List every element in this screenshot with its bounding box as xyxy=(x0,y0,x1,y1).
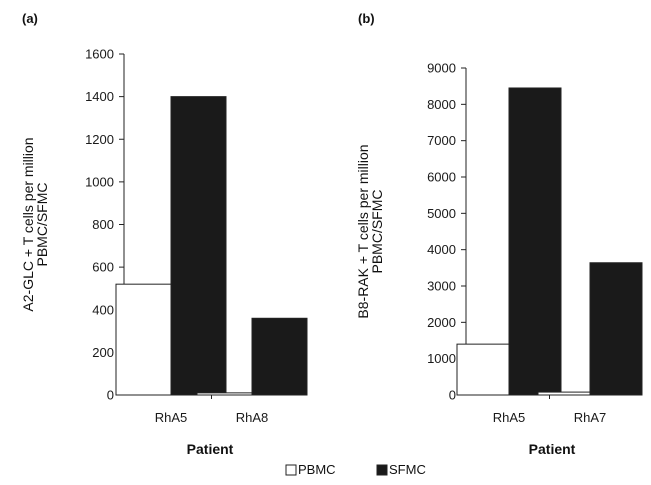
y-tick-label: 200 xyxy=(92,345,114,360)
bar-pbmc-rha5 xyxy=(456,343,510,396)
y-tick-label: 8000 xyxy=(427,97,456,112)
x-axis-label: Patient xyxy=(187,441,234,457)
panel-label-a: (a) xyxy=(22,11,38,26)
y-tick-label: 1000 xyxy=(427,351,456,366)
y-axis-label-line2: PBMC/SFMC xyxy=(34,183,50,267)
y-tick-label: 9000 xyxy=(427,61,456,76)
x-tick-label: RhA7 xyxy=(574,410,607,425)
bar-sfmc-rha5 xyxy=(170,96,227,396)
y-tick-label: 0 xyxy=(107,388,114,403)
bar-pbmc-rha7 xyxy=(537,391,591,396)
y-tick-label: 2000 xyxy=(427,315,456,330)
y-axis-label-line2: PBMC/SFMC xyxy=(369,190,385,274)
legend-swatch-pbmc xyxy=(285,464,297,476)
y-tick-label: 1000 xyxy=(85,174,114,189)
legend-swatch-sfmc xyxy=(376,464,388,476)
y-tick-label: 800 xyxy=(92,217,114,232)
legend-label-pbmc: PBMC xyxy=(298,462,336,477)
y-tick-label: 400 xyxy=(92,302,114,317)
bar-pbmc-rha8 xyxy=(196,392,253,396)
panel-label-b: (b) xyxy=(358,11,375,26)
y-tick-label: 5000 xyxy=(427,206,456,221)
legend-label-sfmc: SFMC xyxy=(389,462,426,477)
legend: PBMC SFMC xyxy=(285,462,426,477)
y-tick-label: 600 xyxy=(92,260,114,275)
bar-pbmc-rha5 xyxy=(115,283,172,396)
x-tick-label: RhA5 xyxy=(155,410,188,425)
bar-sfmc-rha5 xyxy=(508,87,562,396)
y-axis-label-line1: B8-RAK + T cells per million xyxy=(355,144,371,318)
panel-b-chart: (b) 0 1000 2000 3000 4000 5000 6000 7000 8000 9000… xyxy=(355,11,643,457)
y-tick-label: 0 xyxy=(449,388,456,403)
bar-sfmc-rha8 xyxy=(251,317,308,396)
y-tick-label: 1200 xyxy=(85,132,114,147)
x-axis-label: Patient xyxy=(529,441,576,457)
y-tick-label: 7000 xyxy=(427,133,456,148)
panel-a-chart: (a) 0 200 400 600 800 1000 1200 1400 1600 RhA5 RhA8… xyxy=(20,11,308,457)
y-tick-label: 4000 xyxy=(427,242,456,257)
y-axis-label-line1: A2-GLC + T cells per million xyxy=(20,137,36,311)
bar-sfmc-rha7 xyxy=(589,262,643,396)
y-tick-label: 6000 xyxy=(427,170,456,185)
y-tick-label: 3000 xyxy=(427,279,456,294)
x-tick-label: RhA8 xyxy=(236,410,269,425)
x-tick-label: RhA5 xyxy=(493,410,526,425)
y-tick-label: 1400 xyxy=(85,89,114,104)
y-tick-label: 1600 xyxy=(85,47,114,62)
